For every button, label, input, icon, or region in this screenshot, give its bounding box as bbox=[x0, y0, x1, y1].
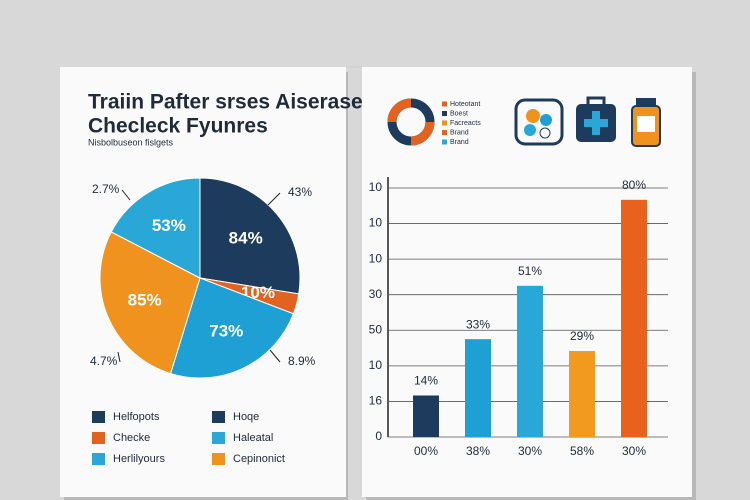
legend-label: Cepinonict bbox=[233, 453, 285, 465]
legend-swatch bbox=[92, 432, 105, 444]
bar-label: 80% bbox=[622, 178, 646, 192]
legend-label: Brand bbox=[450, 139, 469, 146]
leader-line bbox=[267, 192, 281, 206]
y-tick-label: 30 bbox=[369, 287, 383, 301]
bar bbox=[465, 339, 491, 437]
legend-swatch bbox=[212, 432, 225, 444]
pie-slice bbox=[169, 277, 295, 379]
bar bbox=[569, 351, 595, 437]
legend-label: Facreacts bbox=[450, 120, 481, 127]
molecule-icon bbox=[514, 98, 564, 146]
legend-swatch bbox=[442, 139, 447, 145]
bar bbox=[517, 285, 543, 437]
pie-slice bbox=[99, 231, 201, 375]
bar bbox=[621, 199, 647, 437]
y-tick-label: 10 bbox=[369, 216, 383, 230]
x-tick-label: 00% bbox=[414, 444, 438, 458]
legend-swatch bbox=[212, 411, 225, 423]
subtitle: Nisbolbuseon fislgets bbox=[88, 137, 174, 147]
legend-label: Herlilyours bbox=[113, 453, 165, 465]
bar-label: 51% bbox=[518, 264, 542, 278]
slice-label: 53% bbox=[152, 216, 186, 235]
leader-line bbox=[121, 189, 131, 201]
legend-label: Helfopots bbox=[113, 411, 160, 423]
y-tick-label: 0 bbox=[375, 429, 382, 443]
legend-swatch bbox=[442, 120, 447, 126]
slice-label: 85% bbox=[128, 291, 162, 310]
x-tick-label: 30% bbox=[622, 444, 646, 458]
pie-slice bbox=[199, 177, 301, 295]
title: Checleck Fyunres bbox=[88, 115, 268, 138]
legend-swatch bbox=[212, 453, 225, 465]
leader-line bbox=[269, 349, 281, 363]
y-tick-label: 16 bbox=[369, 394, 383, 408]
legend-swatch bbox=[92, 453, 105, 465]
bar-label: 29% bbox=[570, 329, 594, 343]
y-tick-label: 10 bbox=[369, 358, 383, 372]
bar bbox=[413, 395, 439, 437]
title: Traiin Pafter srses Aiserase bbox=[88, 91, 363, 114]
legend-label: Hoqe bbox=[233, 411, 259, 423]
y-tick-label: 10 bbox=[369, 251, 383, 265]
legend-swatch bbox=[442, 130, 447, 135]
y-tick-label: 10 bbox=[369, 180, 383, 194]
bar-label: 33% bbox=[466, 317, 490, 331]
legend-label: Checke bbox=[113, 432, 150, 444]
bar-label: 14% bbox=[414, 374, 438, 388]
slice-label: 84% bbox=[229, 229, 263, 248]
x-tick-label: 38% bbox=[466, 444, 490, 458]
medkit-icon bbox=[576, 96, 616, 142]
leader-line bbox=[117, 351, 121, 363]
donut-icon bbox=[387, 98, 435, 146]
legend-swatch bbox=[442, 101, 447, 107]
x-tick-label: 58% bbox=[570, 444, 594, 458]
legend-label: Hoteotant bbox=[450, 101, 480, 108]
legend-swatch bbox=[92, 411, 105, 423]
legend-label: Haleatal bbox=[233, 432, 273, 444]
legend-swatch bbox=[442, 111, 447, 116]
legend-label: Brand bbox=[450, 129, 469, 136]
slice-label: 73% bbox=[209, 321, 243, 340]
bottle-icon bbox=[631, 98, 661, 147]
annotation: 43% bbox=[288, 185, 312, 199]
y-tick-label: 50 bbox=[369, 322, 383, 336]
legend-label: Boest bbox=[450, 110, 468, 117]
annotation: 2.7% bbox=[92, 182, 120, 196]
annotation: 8.9% bbox=[288, 354, 316, 368]
pie-slice bbox=[110, 177, 201, 279]
x-tick-label: 30% bbox=[518, 444, 542, 458]
annotation: 4.7% bbox=[90, 354, 118, 368]
